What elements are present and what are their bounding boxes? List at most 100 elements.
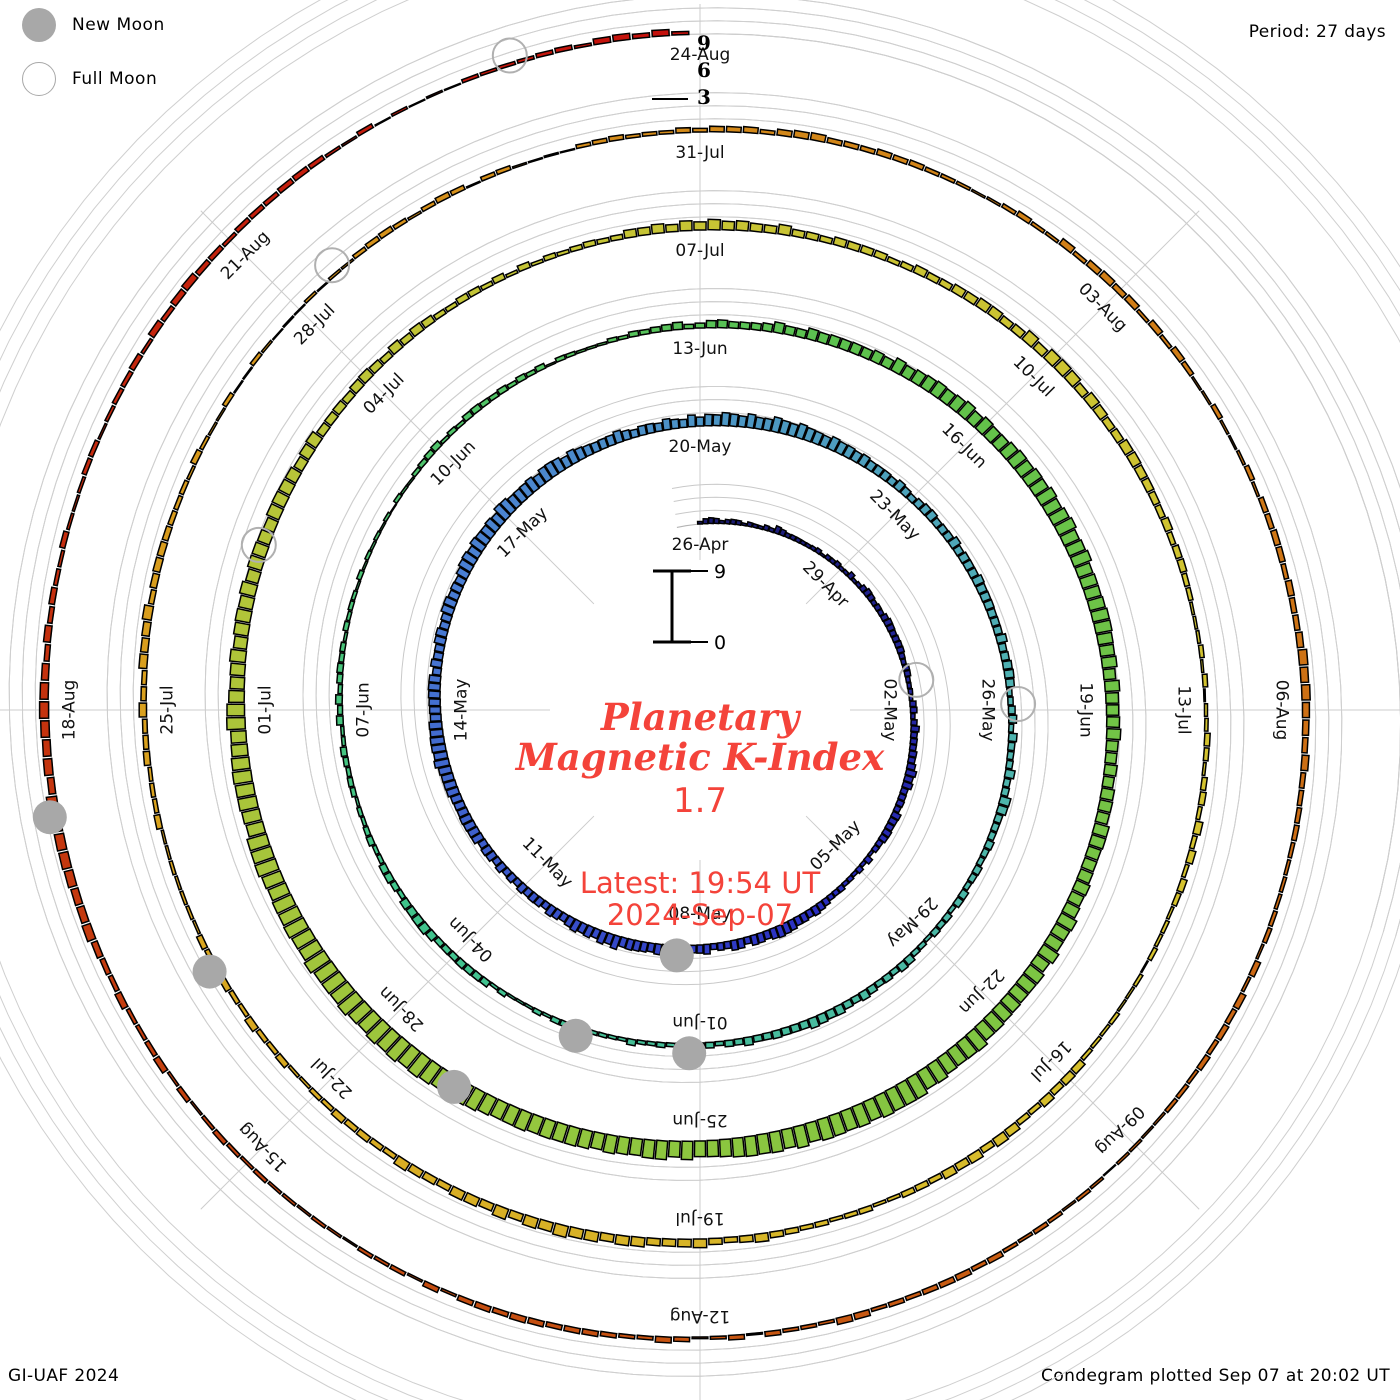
k-index-bar (573, 42, 593, 50)
k-index-bar (514, 372, 528, 384)
k-index-bar (892, 804, 903, 814)
k-index-bar (947, 394, 967, 414)
date-label: 07-Jul (675, 241, 724, 261)
k-index-bar (1093, 619, 1113, 635)
k-index-bar (230, 743, 249, 758)
k-index-bar (974, 582, 988, 595)
k-index-bar (562, 1324, 582, 1335)
k-index-bar (522, 886, 534, 899)
k-index-bar (884, 1085, 907, 1112)
k-index-bar (418, 1059, 443, 1086)
k-index-bar (786, 422, 800, 438)
k-index-bar (1147, 490, 1161, 507)
k-index-bar (937, 1275, 957, 1289)
k-index-bar (265, 502, 285, 521)
k-index-bar (804, 907, 816, 920)
k-index-bar (658, 129, 675, 136)
k-index-bar (431, 666, 443, 677)
k-index-bar (307, 154, 326, 170)
k-index-bar (148, 782, 157, 799)
k-index-bar (909, 700, 917, 708)
k-index-bar (1105, 715, 1121, 729)
k-index-bar (841, 998, 855, 1011)
k-index-bar (871, 463, 885, 478)
k-index-bar (221, 391, 235, 408)
k-index-bar (308, 1086, 324, 1102)
k-index-bar (468, 536, 487, 553)
k-index-bar (553, 44, 574, 54)
k-index-bar (42, 624, 53, 644)
k-index-bar (609, 233, 624, 242)
k-index-bar (363, 549, 373, 562)
k-index-bar (349, 786, 358, 799)
k-index-bar (653, 421, 664, 433)
k-index-bar (331, 399, 348, 416)
k-index-bar (654, 1139, 669, 1161)
k-index-bar (802, 426, 817, 443)
k-index-bar (260, 869, 286, 890)
k-index-bar (743, 935, 753, 946)
ring-scale-numbers: 9 6 3 (652, 31, 711, 109)
k-index-bar (292, 455, 310, 473)
latest-date: 2024-Sep-07 (607, 898, 793, 932)
k-index-bar (1043, 932, 1065, 953)
k-index-bar (347, 1000, 373, 1025)
k-index-bar (1176, 877, 1189, 894)
k-index-bar (389, 503, 398, 514)
k-index-bar (827, 1111, 847, 1137)
k-index-bar (287, 1064, 301, 1079)
k-index-bar (355, 122, 375, 137)
k-index-bar (523, 1002, 535, 1011)
k-index-bar (1273, 892, 1283, 911)
k-index-bar (38, 700, 50, 720)
k-index-bar (454, 956, 468, 970)
k-index-bar (554, 353, 567, 364)
k-index-bar (57, 850, 73, 871)
k-index-bar (458, 812, 474, 826)
k-index-bar (478, 975, 492, 989)
k-index-bar (826, 333, 842, 349)
k-index-bar (799, 539, 808, 547)
k-index-bar (479, 171, 497, 182)
k-index-bar (382, 871, 396, 885)
k-index-bar (826, 136, 844, 147)
k-index-bar (142, 734, 150, 751)
date-label: 06-Aug (1272, 680, 1292, 741)
k-index-bar (998, 441, 1019, 461)
k-index-bar (281, 314, 295, 329)
k-index-bar (805, 327, 820, 343)
k-index-bar (1042, 348, 1062, 368)
k-index-bar (410, 466, 422, 478)
k-index-bar (1223, 1007, 1238, 1026)
k-index-bar (198, 434, 211, 451)
k-index-bar (1128, 1138, 1143, 1153)
k-index-bar (563, 914, 576, 929)
k-index-bar (941, 911, 954, 924)
k-index-bar (282, 916, 310, 940)
k-index-bar (1153, 932, 1164, 948)
k-index-bar (832, 559, 843, 569)
k-index-bar (1058, 237, 1076, 255)
k-index-bar (479, 280, 495, 292)
k-index-bar (178, 479, 190, 496)
k-index-bar (902, 953, 917, 967)
k-index-bar (712, 413, 722, 427)
k-index-bar (854, 580, 863, 589)
k-index-bar (382, 511, 392, 523)
date-label: 13-Jul (1174, 685, 1194, 734)
k-index-bar (1195, 1053, 1212, 1072)
k-index-bar (1015, 210, 1033, 225)
k-index-bar (425, 89, 444, 100)
k-index-bar (582, 238, 597, 249)
k-index-bar (926, 1058, 949, 1084)
k-index-bar (881, 971, 894, 984)
k-index-bar (427, 689, 441, 699)
k-index-bar (724, 518, 732, 525)
k-index-bar (1070, 1058, 1087, 1075)
k-index-bar (466, 825, 481, 839)
k-index-bar (479, 524, 497, 540)
k-index-bar (992, 624, 1004, 636)
ring-label-9: 9 (697, 31, 711, 55)
k-index-bar (501, 866, 513, 878)
k-index-bar (1097, 798, 1114, 814)
